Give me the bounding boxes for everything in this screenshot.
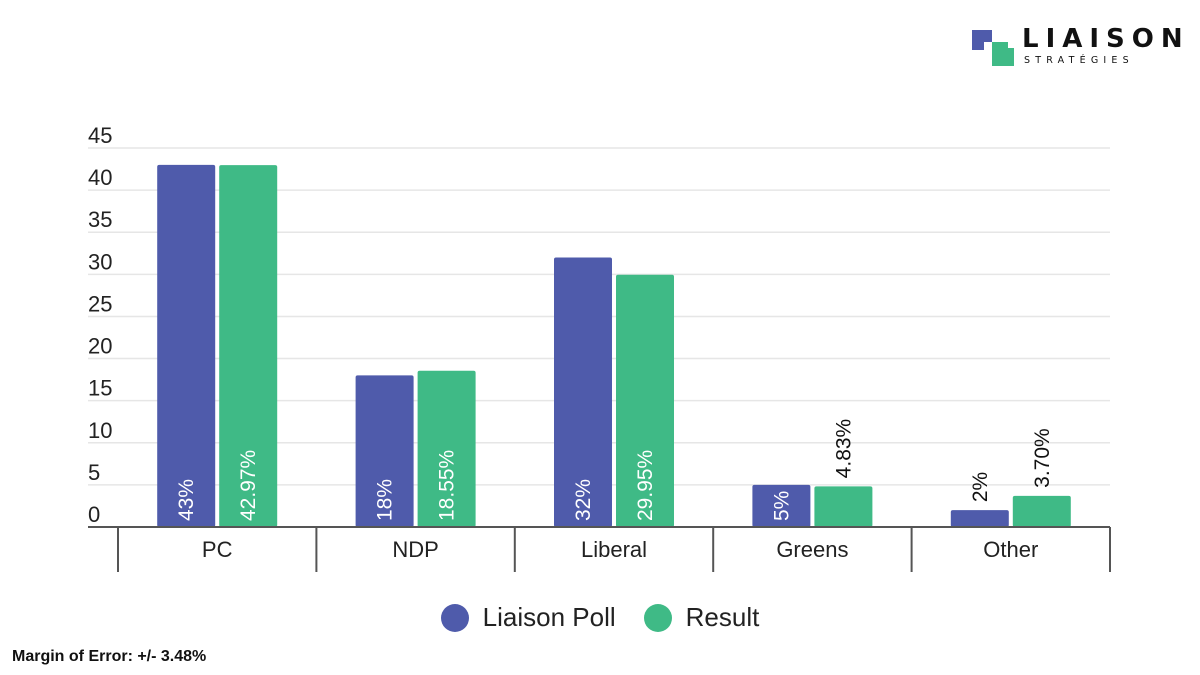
bar (219, 165, 278, 527)
bar (950, 510, 1009, 527)
x-axis-labels: PC NDP Liberal Greens Other (202, 537, 1038, 562)
brand-name: LIAISON (1022, 24, 1190, 54)
bars: 43% 42.97% 18% 18.55% 32% 29.95% 5% 4.83% 2% 3.70… (157, 164, 1071, 527)
legend-swatch-result (643, 603, 672, 632)
data-label: 18% (374, 479, 397, 521)
y-tick-label: 40 (88, 165, 112, 190)
bar (417, 370, 476, 527)
margin-of-error-note: Margin of Error: +/- 3.48% (12, 648, 207, 665)
brand-tagline: STRATÉGIES (1024, 55, 1134, 66)
y-tick-label: 15 (88, 376, 112, 401)
x-tick-label: Greens (776, 537, 848, 562)
bar (814, 486, 873, 527)
bar (554, 257, 612, 527)
y-tick-label: 25 (88, 291, 112, 316)
data-label: 2% (969, 472, 992, 502)
legend-label-result: Result (685, 602, 760, 632)
x-tick-label: Other (983, 537, 1038, 562)
y-tick-label: 10 (88, 418, 112, 443)
bar (616, 274, 674, 527)
y-tick-label: 45 (88, 123, 112, 148)
x-axis (88, 526, 1111, 572)
data-label: 42.97% (237, 450, 260, 521)
y-tick-label: 35 (88, 207, 112, 232)
legend-item-poll: Liaison Poll (440, 602, 616, 633)
bar (1012, 495, 1071, 527)
data-label: 18.55% (436, 450, 459, 521)
grouped-bar-chart: 0 5 10 15 20 25 30 35 40 45 43% 42.97% 18% 18.55% 32%… (88, 123, 1111, 572)
data-label: 3.70% (1031, 428, 1054, 488)
bar (355, 375, 414, 527)
legend-swatch-poll (440, 603, 469, 632)
x-tick-label: PC (202, 537, 233, 562)
y-tick-label: 0 (88, 502, 100, 527)
liaison-logo: LIAISON STRATÉGIES (970, 24, 1183, 70)
bar (157, 164, 216, 527)
data-label: 32% (572, 479, 595, 521)
y-tick-label: 20 (88, 334, 112, 359)
logo-mark-icon (972, 30, 1014, 66)
data-label: 5% (770, 491, 793, 521)
legend-label-poll: Liaison Poll (482, 602, 616, 632)
y-tick-label: 5 (88, 460, 100, 485)
y-tick-label: 30 (88, 249, 112, 274)
x-tick-label: NDP (392, 537, 438, 562)
x-tick-label: Liberal (581, 537, 647, 562)
bar (752, 484, 811, 527)
y-axis-ticks: 0 5 10 15 20 25 30 35 40 45 (88, 123, 112, 527)
legend-item-result: Result (643, 602, 760, 633)
data-label: 4.83% (832, 419, 855, 479)
data-label: 43% (175, 479, 198, 521)
chart-legend: Liaison Poll Result (0, 602, 1200, 633)
data-label: 29.95% (634, 450, 657, 521)
